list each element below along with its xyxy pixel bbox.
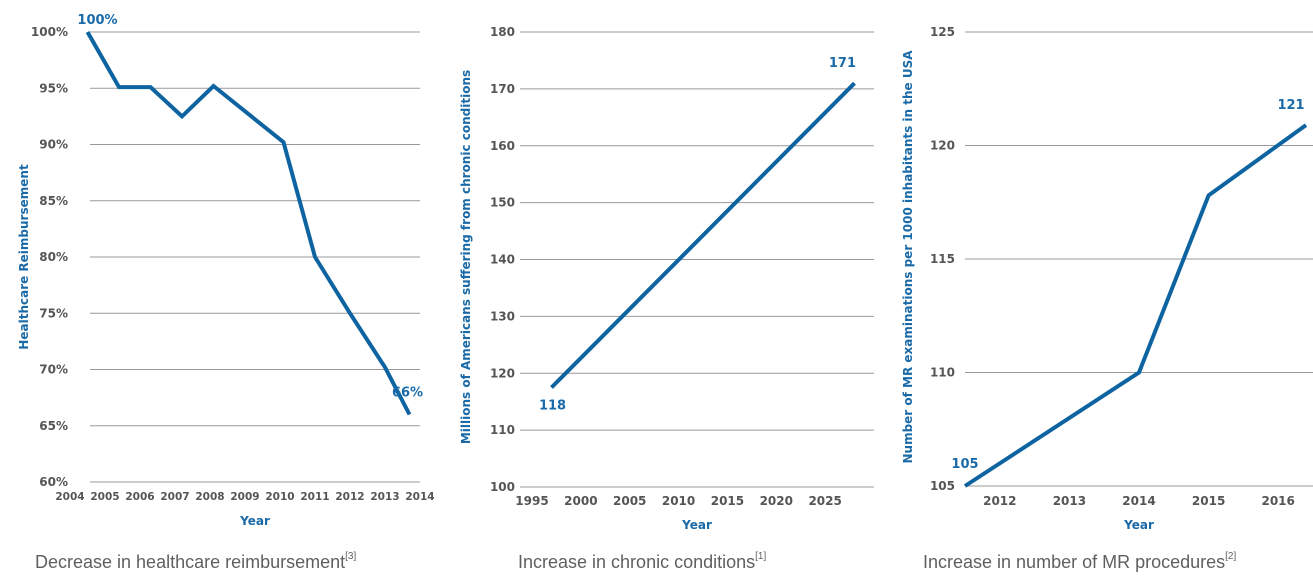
caption-ref: [2] [1225, 551, 1237, 562]
data-label: 100% [77, 13, 117, 28]
x-tick-label: 2008 [195, 491, 224, 503]
y-tick-label: 160 [490, 139, 515, 153]
y-tick-label: 125 [930, 25, 955, 39]
x-tick-label: 2014 [405, 491, 434, 503]
y-axis-title: Healthcare Reimbursement [17, 164, 31, 350]
y-tick-label: 60% [39, 475, 68, 489]
y-tick-label: 180 [490, 25, 515, 39]
x-tick-label: 2009 [230, 491, 259, 503]
caption-ref: [1] [755, 551, 767, 562]
chart-chronic-conditions-caption: Increase in chronic conditions[1] [518, 551, 767, 573]
x-tick-label: 2013 [1053, 494, 1086, 508]
x-tick-label: 2015 [1192, 494, 1225, 508]
chart-reimbursement-plot: 60% 65% 70% 75% 80% 85% 90% 95% 100% 2004 2005 2006… [17, 13, 435, 528]
y-tick-label: 70% [39, 363, 68, 377]
x-tick-label: 2016 [1261, 494, 1294, 508]
y-tick-label: 170 [490, 82, 515, 96]
y-tick-label: 130 [490, 309, 515, 323]
caption-text: Increase in number of MR procedures [923, 552, 1226, 572]
chart-reimbursement-caption: Decrease in healthcare reimbursement[3] [35, 551, 357, 573]
x-tick-label: 2025 [808, 494, 841, 508]
chart-mr-procedures: 105 110 115 120 125 2012 2013 2014 2015 2016 Year N… [880, 0, 1313, 576]
y-tick-label: 100% [31, 25, 68, 39]
x-tick-label: 2012 [983, 494, 1016, 508]
y-tick-label: 120 [490, 366, 515, 380]
x-tick-label: 2012 [335, 491, 364, 503]
y-tick-label: 105 [930, 479, 955, 493]
series-line [85, 31, 412, 416]
series-line [963, 123, 1308, 488]
x-tick-label: 2020 [760, 494, 793, 508]
y-tick-label: 140 [490, 253, 515, 267]
data-label: 121 [1277, 98, 1304, 113]
y-axis-title: Millions of Americans suffering from chr… [459, 70, 473, 444]
y-tick-label: 115 [930, 252, 955, 266]
caption-text: Increase in chronic conditions [518, 552, 756, 572]
y-tick-label: 65% [39, 419, 68, 433]
x-tick-label: 2004 [55, 491, 84, 503]
x-tick-label: 2010 [265, 491, 294, 503]
x-tick-label: 2000 [564, 494, 597, 508]
x-tick-label: 2007 [160, 491, 189, 503]
x-tick-label: 2005 [90, 491, 119, 503]
y-axis-title: Number of MR examinations per 1000 inhab… [901, 50, 915, 464]
x-tick-label: 2013 [370, 491, 399, 503]
y-tick-label: 95% [39, 81, 68, 95]
data-label: 66% [392, 386, 423, 401]
x-tick-label: 2011 [300, 491, 329, 503]
x-tick-label: 2005 [613, 494, 646, 508]
chart-mr-procedures-plot: 105 110 115 120 125 2012 2013 2014 2015 2016 Year N… [901, 25, 1313, 532]
chart-chronic-conditions: 100 110 120 130 140 150 160 170 180 1995 2000 2005 2… [440, 0, 880, 576]
x-axis-title: Year [239, 514, 270, 528]
y-tick-label: 150 [490, 196, 515, 210]
x-tick-label: 2014 [1122, 494, 1155, 508]
y-tick-label: 85% [39, 194, 68, 208]
y-tick-label: 110 [930, 366, 955, 380]
y-tick-label: 90% [39, 138, 68, 152]
y-tick-label: 100 [490, 480, 515, 494]
caption-ref: [3] [345, 551, 357, 562]
x-tick-label: 2015 [711, 494, 744, 508]
data-label: 118 [539, 398, 566, 413]
y-tick-label: 110 [490, 423, 515, 437]
x-tick-label: 2006 [125, 491, 154, 503]
chart-chronic-conditions-plot: 100 110 120 130 140 150 160 170 180 1995 2000 2005 2… [459, 25, 874, 532]
x-tick-label: 1995 [515, 494, 548, 508]
series-line [550, 81, 856, 389]
data-label: 171 [829, 56, 856, 71]
y-tick-label: 120 [930, 139, 955, 153]
chart-reimbursement: 60% 65% 70% 75% 80% 85% 90% 95% 100% 2004 2005 2006… [0, 0, 440, 576]
x-axis-title: Year [1123, 518, 1154, 532]
chart-mr-procedures-caption: Increase in number of MR procedures[2] [923, 551, 1237, 573]
x-axis-title: Year [681, 518, 712, 532]
data-label: 105 [951, 457, 978, 472]
y-tick-label: 75% [39, 306, 68, 320]
caption-text: Decrease in healthcare reimbursement [35, 552, 346, 572]
y-tick-label: 80% [39, 250, 68, 264]
x-tick-label: 2010 [662, 494, 695, 508]
